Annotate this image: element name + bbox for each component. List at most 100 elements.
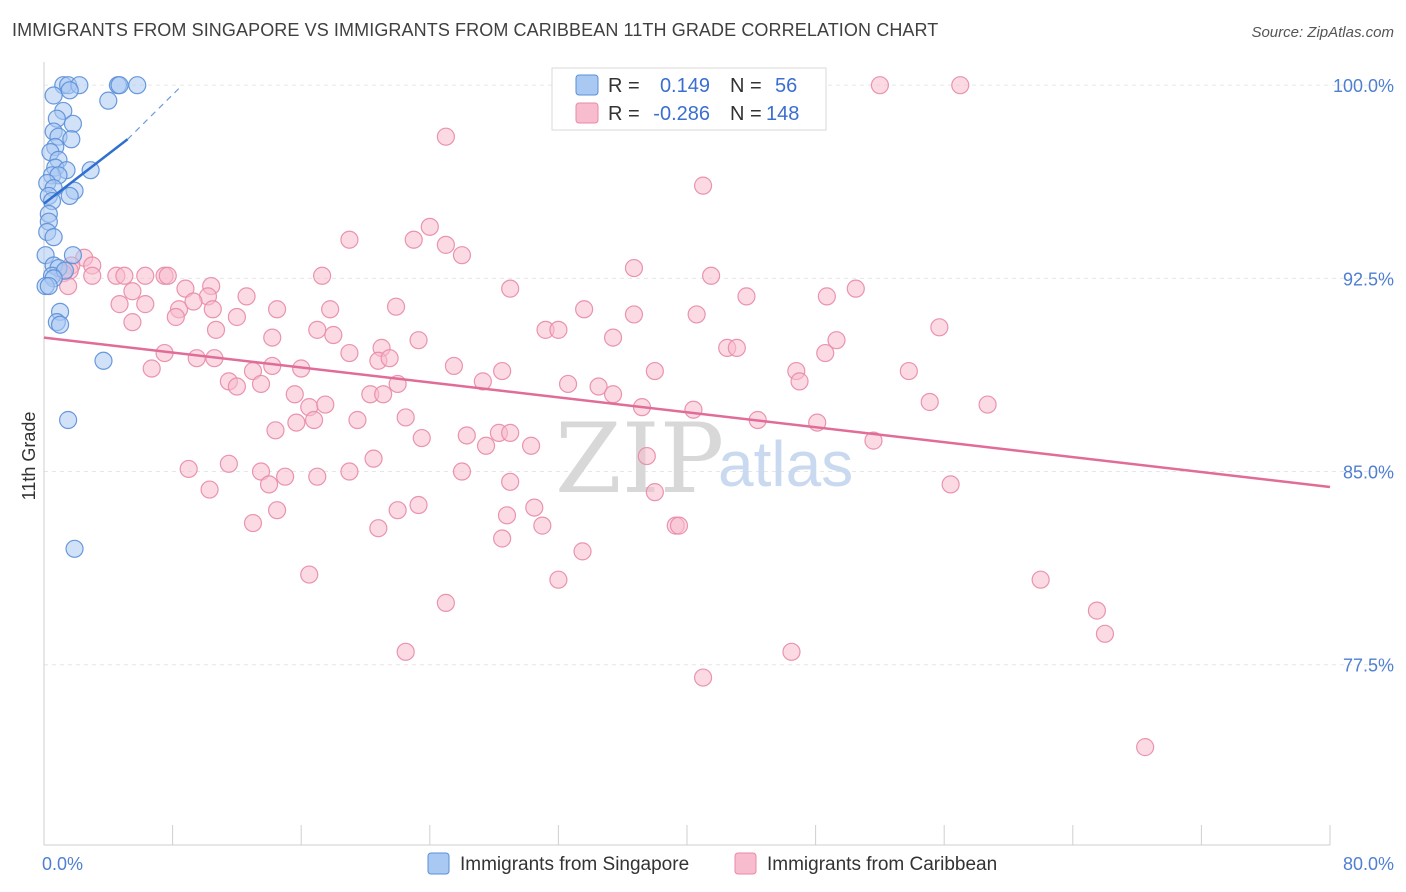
- bottom-legend-swatch-singapore: [427, 852, 450, 875]
- caribbean-point: [1095, 624, 1115, 643]
- caribbean-point: [687, 305, 706, 324]
- caribbean-point: [521, 436, 541, 455]
- caribbean-point: [308, 467, 327, 486]
- caribbean-point: [123, 313, 142, 332]
- y-tick-label: 85.0%: [1343, 463, 1394, 483]
- caribbean-point: [263, 328, 282, 347]
- caribbean-point: [444, 356, 464, 376]
- caribbean-point: [684, 400, 703, 419]
- legend-r-value-singapore: 0.149: [660, 75, 710, 97]
- caribbean-point: [287, 413, 306, 432]
- caribbean-point: [316, 395, 335, 414]
- legend: R = 0.149 N = 56 R = -0.286 N = 148: [551, 67, 827, 131]
- legend-n-label-singapore: N =: [730, 75, 762, 97]
- caribbean-point: [436, 235, 455, 254]
- caribbean-point: [899, 361, 918, 381]
- x-tick-label-max: 80.0%: [1343, 854, 1394, 874]
- caribbean-point: [603, 385, 623, 404]
- caribbean-point: [266, 421, 285, 440]
- caribbean-point: [727, 338, 746, 357]
- caribbean-point: [396, 642, 415, 661]
- caribbean-point: [259, 475, 279, 494]
- caribbean-point: [404, 230, 423, 249]
- singapore-trend-line: [43, 138, 129, 205]
- caribbean-point: [476, 436, 496, 455]
- caribbean-point: [142, 359, 161, 378]
- caribbean-point: [473, 372, 492, 391]
- caribbean-point: [206, 320, 226, 339]
- caribbean-point: [549, 570, 568, 589]
- legend-r-label-caribbean: R =: [608, 103, 640, 125]
- caribbean-point: [457, 426, 476, 445]
- y-tick-label: 92.5%: [1343, 269, 1394, 289]
- caribbean-point: [436, 127, 455, 146]
- caribbean-point: [846, 279, 865, 298]
- caribbean-point: [645, 483, 664, 502]
- caribbean-point: [251, 462, 271, 481]
- caribbean-point: [364, 449, 383, 468]
- caribbean-point: [827, 331, 846, 350]
- caribbean-point: [340, 343, 359, 363]
- caribbean-point: [573, 542, 592, 561]
- caribbean-point: [312, 266, 332, 285]
- caribbean-point: [645, 361, 664, 381]
- caribbean-point: [693, 176, 713, 195]
- singapore-point: [110, 76, 129, 95]
- caribbean-point: [300, 565, 319, 584]
- x-tick-label-min: 0.0%: [42, 854, 83, 874]
- caribbean-point: [533, 516, 552, 535]
- singapore-point: [99, 91, 118, 110]
- singapore-point: [60, 186, 79, 206]
- caribbean-point: [324, 325, 343, 345]
- caribbean-point: [267, 300, 287, 319]
- caribbean-point: [308, 320, 327, 339]
- caribbean-point: [285, 385, 304, 404]
- y-tick-label: 77.5%: [1343, 656, 1394, 676]
- caribbean-point: [624, 305, 644, 324]
- caribbean-point: [575, 300, 594, 319]
- caribbean-point: [549, 320, 568, 339]
- caribbean-point: [603, 328, 623, 347]
- caribbean-point: [782, 642, 801, 661]
- series-caribbean: [54, 76, 1155, 757]
- chart-title: IMMIGRANTS FROM SINGAPORE VS IMMIGRANTS …: [12, 20, 939, 40]
- caribbean-point: [1031, 570, 1050, 589]
- caribbean-point: [702, 266, 721, 285]
- bottom-legend-swatch-caribbean: [734, 852, 757, 875]
- caribbean-point: [321, 300, 340, 319]
- singapore-point: [50, 315, 70, 334]
- caribbean-point: [200, 480, 219, 499]
- caribbean-point: [227, 307, 246, 327]
- caribbean-point: [637, 446, 656, 466]
- caribbean-point: [243, 513, 263, 533]
- caribbean-point: [525, 498, 544, 517]
- caribbean-point: [219, 454, 238, 473]
- singapore-point: [44, 86, 63, 105]
- caribbean-point: [864, 431, 883, 450]
- caribbean-point: [420, 217, 439, 236]
- caribbean-point: [790, 372, 809, 391]
- singapore-point: [63, 114, 83, 133]
- caribbean-point: [348, 410, 367, 430]
- caribbean-point: [493, 529, 512, 548]
- bottom-legend-label-caribbean: Immigrants from Caribbean: [767, 854, 997, 875]
- caribbean-point: [136, 266, 155, 285]
- caribbean-trend-line: [43, 336, 1331, 489]
- caribbean-point: [340, 462, 359, 481]
- caribbean-point: [386, 297, 406, 316]
- trend-lines: [43, 84, 1331, 489]
- legend-r-value-caribbean: -0.286: [653, 103, 710, 125]
- caribbean-point: [83, 266, 102, 285]
- caribbean-point: [930, 318, 949, 337]
- caribbean-point: [669, 516, 689, 535]
- caribbean-point: [452, 462, 472, 481]
- caribbean-point: [452, 246, 472, 265]
- legend-n-value-singapore: 56: [775, 75, 797, 97]
- y-tick-labels: 100.0% 92.5% 85.0% 77.5%: [1333, 76, 1394, 676]
- singapore-point: [39, 276, 58, 296]
- caribbean-point: [978, 395, 997, 414]
- singapore-point: [60, 81, 79, 100]
- singapore-point: [44, 228, 63, 247]
- singapore-point: [59, 410, 78, 430]
